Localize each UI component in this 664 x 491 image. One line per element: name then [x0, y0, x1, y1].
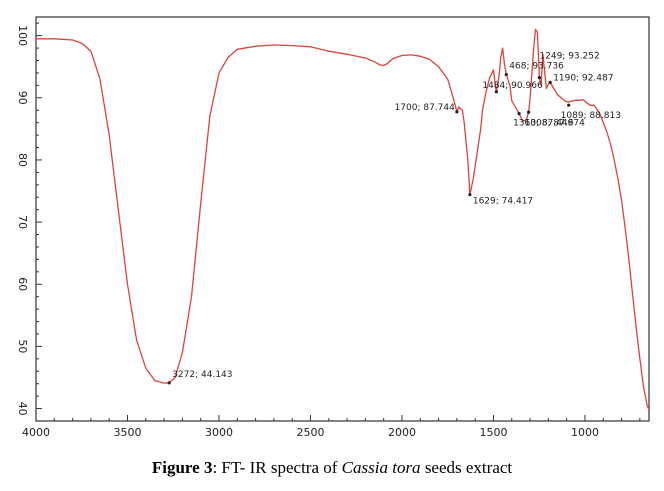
y-tick-label: 80 — [16, 153, 29, 167]
peak-label: 1484; 90.966 — [482, 81, 543, 91]
y-tick-label: 70 — [16, 215, 29, 229]
peak-marker — [504, 72, 508, 77]
x-tick-label: 3500 — [113, 426, 141, 439]
caption-suffix: seeds extract — [420, 458, 513, 477]
peak-marker — [167, 381, 171, 385]
peak-marker — [537, 75, 541, 80]
y-tick-label: 100 — [16, 25, 29, 46]
x-tick-label: 1000 — [571, 426, 599, 439]
figure-caption: Figure 3: FT- IR spectra of Cassia tora … — [0, 458, 664, 478]
peak-marker — [468, 193, 472, 197]
x-tick-label: 1500 — [479, 426, 507, 439]
ftir-chart: 4000 3500 3000 2500 2000 1500 1000 40 50 60 70 80 90… — [16, 16, 650, 439]
y-tick-label: 40 — [16, 402, 29, 416]
caption-label: Figure 3 — [151, 458, 213, 477]
spectrum-line — [36, 28, 650, 411]
x-tick-label: 2500 — [296, 426, 324, 439]
x-tick-label: 2000 — [388, 426, 416, 439]
x-tick-label: 3000 — [205, 426, 233, 439]
x-tick-label: 4000 — [22, 426, 50, 439]
plot-frame — [35, 16, 650, 422]
y-tick-label: 90 — [16, 91, 29, 105]
peak-label: 1190; 92.487 — [553, 73, 613, 83]
peak-marker — [526, 110, 531, 114]
peak-marker — [548, 80, 552, 84]
peak-label: 1629; 74.417 — [473, 197, 533, 207]
peak-label: 1308; 87.674 — [525, 118, 586, 128]
peak-label: 3272; 44.143 — [172, 370, 232, 380]
peak-label: 1700; 87.744 — [395, 103, 456, 113]
y-tick-label: 50 — [16, 339, 29, 353]
peak-annotations: 3272; 44.143 1700; 87.744 1629; 74.417 1360… — [167, 52, 621, 385]
axis-ticks — [35, 22, 641, 421]
peak-label: 1249; 93.252 — [539, 52, 599, 62]
peak-label: 1360; 87.449 — [513, 119, 574, 129]
peak-marker — [455, 110, 459, 114]
y-tick-label: 60 — [16, 277, 29, 291]
peak-marker — [567, 103, 571, 107]
peak-marker — [494, 90, 498, 94]
caption-species: Cassia tora — [341, 458, 421, 477]
axis-tick-labels: 4000 3500 3000 2500 2000 1500 1000 40 50 60 70 80 90… — [16, 25, 599, 439]
peak-label: 1089; 88.813 — [561, 111, 621, 121]
spectrum-series — [36, 28, 650, 411]
peak-marker — [517, 112, 521, 116]
peak-label: 468; 93.736 — [509, 62, 564, 72]
caption-text: : FT- IR spectra of — [212, 458, 342, 477]
